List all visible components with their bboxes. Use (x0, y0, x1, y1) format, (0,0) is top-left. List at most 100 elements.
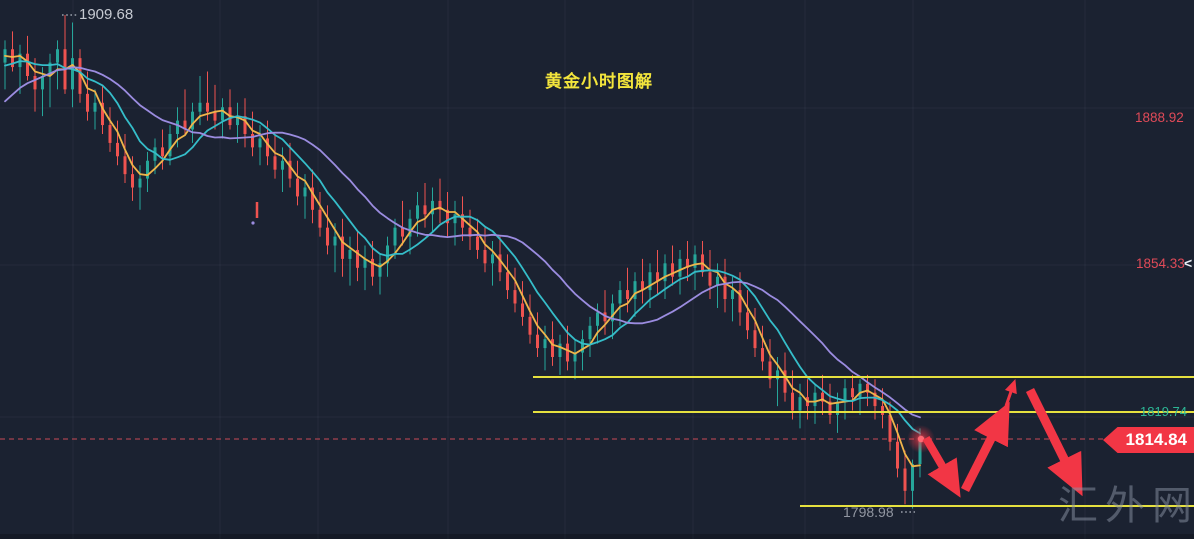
axis-price-label-1888: 1888.92 (1135, 110, 1184, 125)
candle (581, 330, 584, 371)
candle (491, 241, 494, 286)
resistance-price-label: 1819.74 (1140, 404, 1187, 419)
candle (63, 14, 67, 94)
candle (506, 254, 509, 300)
candle (536, 312, 539, 358)
candle (281, 147, 284, 192)
candle (858, 379, 862, 415)
candle (423, 183, 427, 228)
site-watermark: 汇外网 (1058, 483, 1194, 529)
forecast-arrows-layer (922, 379, 1083, 498)
candle (603, 290, 607, 335)
candle (446, 191, 449, 237)
mid-ma-line (4, 60, 921, 435)
candle (168, 125, 172, 166)
candle (123, 133, 127, 184)
candle (213, 84, 217, 130)
candles-layer (3, 14, 922, 509)
candle (296, 160, 299, 206)
candle (753, 307, 757, 358)
candle (11, 31, 14, 72)
candle (341, 218, 344, 277)
candle (363, 245, 367, 291)
candle (641, 258, 644, 304)
candle (851, 374, 854, 411)
candle (483, 227, 487, 273)
candle (116, 120, 119, 166)
candle (161, 129, 164, 170)
candle (798, 383, 802, 429)
candle (911, 459, 914, 509)
support-price-label: 1798.98 (843, 504, 894, 520)
candle (656, 249, 659, 295)
candle (438, 178, 442, 224)
candle (588, 316, 592, 358)
candle (768, 339, 772, 389)
candle (228, 89, 232, 130)
candle (761, 325, 764, 371)
candle (348, 236, 352, 286)
chart-bottom-edge (0, 534, 1194, 539)
candle (401, 200, 404, 246)
candle (416, 191, 419, 237)
candle (48, 53, 52, 108)
candle (626, 267, 629, 313)
level-lines-layer (533, 376, 1194, 507)
candle (903, 450, 907, 505)
candle (731, 276, 734, 322)
candle (356, 232, 359, 282)
candle (573, 339, 577, 380)
candle (558, 334, 562, 375)
candle (693, 245, 697, 291)
candle (318, 191, 322, 237)
candle (521, 281, 524, 326)
candle (476, 218, 479, 259)
candle (618, 281, 622, 326)
candle (258, 125, 262, 166)
candle (723, 258, 727, 313)
candle (453, 200, 457, 246)
candle (86, 71, 89, 121)
candle (813, 383, 817, 424)
candle (746, 290, 749, 340)
swing-high-price-label: 1909.68 (79, 6, 134, 23)
axis-price-label-1854: 1854.33 (1136, 256, 1185, 271)
stray-candle-artifact (251, 202, 259, 225)
candle (26, 35, 29, 81)
candle (206, 71, 209, 121)
candle (843, 379, 847, 420)
candle (138, 165, 142, 210)
candle (326, 205, 329, 255)
candle (888, 401, 892, 451)
panel-collapse-icon[interactable]: < (1184, 255, 1193, 271)
candle (243, 98, 247, 148)
candle (873, 379, 877, 420)
candle (221, 98, 224, 139)
chart-title: 黄金小时图解 (545, 72, 653, 91)
candle (183, 89, 187, 134)
candle (513, 267, 517, 313)
candle (78, 49, 82, 103)
candle (678, 249, 682, 295)
candle (93, 89, 97, 130)
candle (236, 102, 239, 143)
current-price-tag: 1814.84 (1103, 427, 1194, 453)
slow-ma-line (4, 66, 921, 419)
forecast-arrow (960, 401, 1010, 493)
candle (708, 249, 712, 300)
candle (528, 294, 532, 344)
candle (311, 169, 314, 224)
candle (881, 388, 884, 429)
candle (686, 241, 689, 282)
candle (33, 58, 37, 112)
forecast-arrow (922, 435, 961, 498)
forecast-arrow (1025, 388, 1083, 497)
forecast-arrow (1004, 379, 1017, 407)
fast-ma-line (4, 55, 921, 468)
candle (821, 374, 824, 415)
candle (108, 107, 112, 152)
current-price-value: 1814.84 (1125, 430, 1187, 449)
candle (41, 67, 44, 117)
